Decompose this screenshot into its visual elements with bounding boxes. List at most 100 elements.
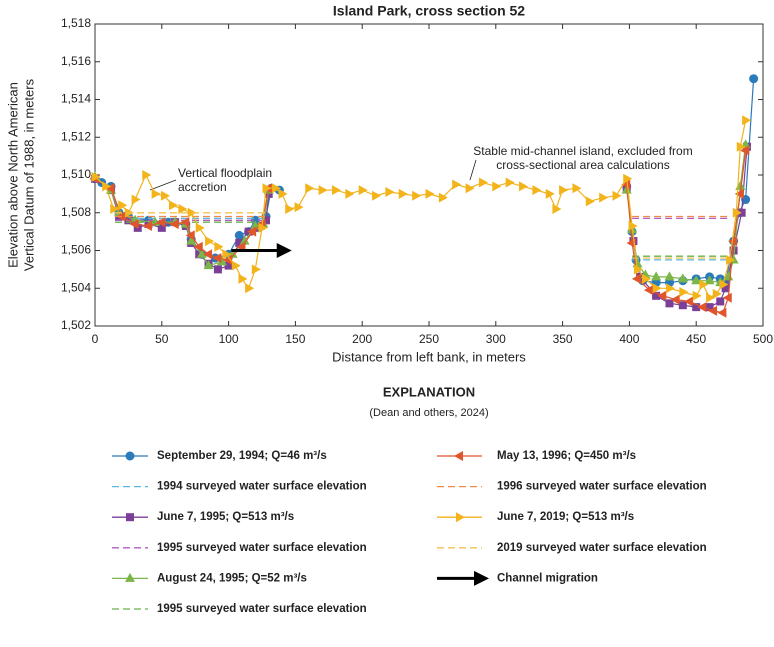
y-tick-label: 1,518 <box>61 16 91 30</box>
data-point <box>271 183 281 194</box>
data-point <box>285 203 295 214</box>
data-point <box>465 183 475 194</box>
data-point <box>216 256 227 266</box>
x-tick-label: 150 <box>285 332 305 346</box>
data-point <box>665 283 675 294</box>
legend-marker <box>454 451 463 461</box>
leader-line <box>469 159 477 181</box>
data-point <box>178 203 188 214</box>
legend-label: Channel migration <box>497 572 598 584</box>
data-point <box>212 253 222 264</box>
data-point <box>412 190 422 201</box>
data-point <box>223 254 233 265</box>
data-point <box>222 249 232 260</box>
data-point <box>633 264 643 275</box>
data-point <box>723 271 734 281</box>
data-point <box>478 177 488 188</box>
y-tick-label: 1,510 <box>61 167 91 181</box>
data-point <box>740 145 750 156</box>
y-tick-label: 1,516 <box>61 54 91 68</box>
data-point <box>156 217 166 228</box>
data-point <box>91 171 101 182</box>
legend-source: (Dean and others, 2024) <box>369 407 488 419</box>
data-point <box>652 291 661 300</box>
data-point <box>438 192 448 203</box>
data-point <box>670 294 680 305</box>
data-point <box>692 303 701 312</box>
data-point <box>157 223 166 232</box>
data-point <box>305 183 315 194</box>
data-point <box>205 236 215 247</box>
data-point <box>186 235 197 245</box>
data-point <box>231 260 241 271</box>
water-surface-line <box>115 212 730 259</box>
data-point <box>247 226 257 237</box>
data-point <box>599 192 609 203</box>
data-point <box>196 248 207 258</box>
data-point <box>559 185 569 196</box>
x-tick-label: 200 <box>352 332 372 346</box>
water-surface-line <box>115 217 730 261</box>
legend-label: 1996 surveyed water surface elevation <box>497 481 707 493</box>
data-point <box>385 186 395 197</box>
y-tick-label: 1,502 <box>61 318 91 332</box>
legend-marker <box>126 513 134 522</box>
data-point <box>168 200 178 211</box>
x-tick-label: 50 <box>155 332 169 346</box>
y-tick-label: 1,514 <box>61 92 91 106</box>
legend-label: 2019 surveyed water surface elevation <box>497 542 707 554</box>
legend-label: 1994 surveyed water surface elevation <box>157 481 367 493</box>
data-point <box>193 241 203 252</box>
legend-title: EXPLANATION <box>383 384 475 399</box>
x-tick-label: 400 <box>619 332 639 346</box>
data-point <box>749 74 759 84</box>
data-point <box>492 181 502 192</box>
data-point <box>372 190 382 201</box>
data-point <box>729 246 738 255</box>
data-point <box>251 264 261 275</box>
data-point <box>717 307 727 318</box>
y-tick-label: 1,512 <box>61 129 91 143</box>
data-point <box>142 170 152 180</box>
data-point <box>331 185 341 196</box>
data-point <box>699 279 709 290</box>
x-tick-label: 350 <box>553 332 573 346</box>
data-point <box>227 248 238 258</box>
data-point <box>239 235 250 245</box>
data-point <box>677 273 688 283</box>
legend-marker <box>125 451 135 461</box>
data-point <box>180 217 190 228</box>
data-point <box>697 302 707 313</box>
data-point <box>631 273 641 284</box>
data-point <box>203 249 213 260</box>
data-point <box>736 141 746 152</box>
data-point <box>234 230 244 240</box>
legend-marker <box>456 512 465 523</box>
data-point <box>169 219 179 230</box>
legend-label: 1995 surveyed water surface elevation <box>157 542 367 554</box>
legend-label: June 7, 2019; Q=513 m³/s <box>497 511 634 523</box>
data-point <box>238 273 248 284</box>
data-point <box>345 188 355 199</box>
legend-label: September 29, 1994; Q=46 m³/s <box>157 450 327 462</box>
data-point <box>552 203 562 214</box>
data-point <box>235 238 244 247</box>
data-point <box>358 185 368 196</box>
data-point <box>195 222 205 233</box>
data-point <box>643 285 653 296</box>
data-point <box>213 265 222 274</box>
data-point <box>318 185 328 196</box>
data-point <box>278 188 288 199</box>
data-point <box>585 196 595 207</box>
data-point <box>734 188 744 199</box>
data-point <box>425 188 435 199</box>
y-tick-label: 1,504 <box>61 280 91 294</box>
data-point <box>708 305 718 316</box>
y-axis-label: Elevation above North American <box>5 82 20 268</box>
data-point <box>151 188 161 199</box>
data-point <box>203 260 214 270</box>
legend-label: May 13, 1996; Q=450 m³/s <box>497 450 636 462</box>
data-point <box>131 194 141 205</box>
data-point <box>129 219 139 230</box>
data-point <box>719 279 729 290</box>
